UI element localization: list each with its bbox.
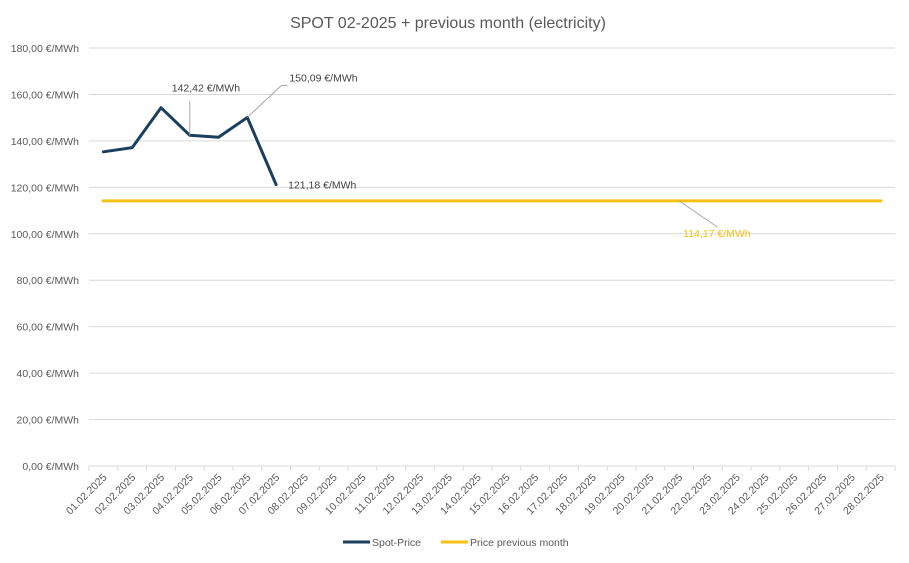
x-axis: 01.02.202502.02.202503.02.202504.02.2025… bbox=[64, 466, 896, 517]
leader-line bbox=[246, 85, 282, 118]
y-tick-label: 0,00 €/MWh bbox=[22, 461, 79, 473]
chart-title: SPOT 02-2025 + previous month (electrici… bbox=[290, 15, 606, 32]
data-label: 150,09 €/MWh bbox=[289, 72, 357, 84]
leader-line bbox=[678, 200, 718, 228]
data-label: 142,42 €/MWh bbox=[172, 82, 240, 94]
series-line-spot-price bbox=[101, 106, 278, 187]
data-label: 114,17 €/MWh bbox=[683, 228, 751, 240]
series-lines bbox=[101, 106, 883, 203]
y-axis-ticks: 0,00 €/MWh 20,00 €/MWh 40,00 €/MWh 60,00 €/… bbox=[11, 43, 79, 473]
y-tick-label: 100,00 €/MWh bbox=[11, 229, 79, 241]
y-tick-label: 160,00 €/MWh bbox=[11, 89, 79, 101]
data-label: 121,18 €/MWh bbox=[288, 180, 356, 192]
legend-label-spot-price: Spot-Price bbox=[372, 537, 421, 549]
legend: Spot-Price Price previous month bbox=[343, 537, 569, 549]
y-tick-label: 40,00 €/MWh bbox=[17, 368, 80, 380]
gridlines bbox=[89, 47, 895, 467]
y-tick-label: 80,00 €/MWh bbox=[17, 275, 80, 287]
y-tick-label: 20,00 €/MWh bbox=[17, 415, 80, 427]
y-tick-label: 180,00 €/MWh bbox=[11, 43, 79, 55]
data-labels: 142,42 €/MWh 150,09 €/MWh 121,18 €/MWh 114,… bbox=[172, 72, 751, 239]
y-tick-label: 140,00 €/MWh bbox=[11, 136, 79, 148]
y-tick-label: 120,00 €/MWh bbox=[11, 182, 79, 194]
legend-label-price-previous-month: Price previous month bbox=[470, 537, 569, 549]
y-tick-label: 60,00 €/MWh bbox=[17, 322, 80, 334]
